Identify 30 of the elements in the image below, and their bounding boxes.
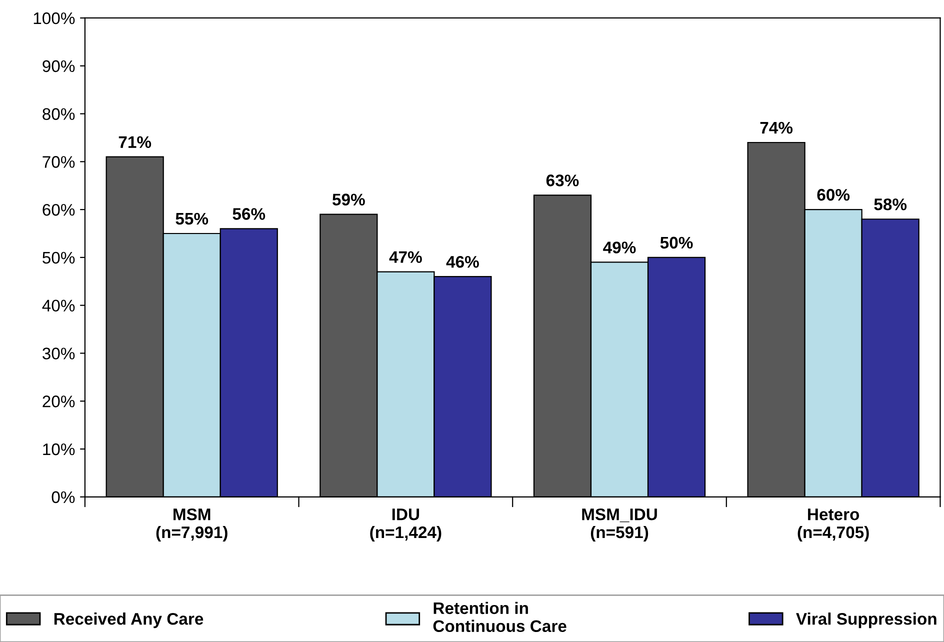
data-label: 74%	[760, 122, 793, 134]
y-tick-label: 50%	[42, 252, 75, 264]
y-tick-label: 100%	[34, 12, 75, 24]
data-label: 47%	[389, 251, 422, 263]
y-tick-label: 70%	[42, 156, 75, 168]
data-label: 58%	[874, 198, 907, 210]
x-tick-label: Hetero (n=4,705)	[798, 508, 869, 542]
legend-label: Retention in Continuous Care	[433, 602, 566, 632]
legend-label: Viral Suppression	[796, 612, 936, 628]
data-label: 46%	[446, 256, 479, 268]
data-label: 56%	[232, 208, 266, 220]
y-tick-label: 40%	[42, 300, 75, 312]
x-tick-label: MSM (n=7,991)	[156, 508, 228, 542]
x-tick-label: MSM_IDU (n=591)	[582, 508, 657, 542]
y-tick-label: 0%	[52, 491, 75, 504]
legend-label: Received Any Care	[54, 612, 204, 628]
y-tick-label: 90%	[42, 60, 75, 72]
data-label: 71%	[118, 136, 152, 148]
y-tick-label: 10%	[43, 443, 75, 456]
data-label: 55%	[176, 212, 208, 225]
y-tick-label: 80%	[42, 108, 75, 120]
y-tick-label: 20%	[42, 396, 75, 408]
data-label: 49%	[603, 242, 636, 254]
data-label: 59%	[332, 194, 365, 206]
data-label: 50%	[660, 236, 693, 249]
data-label: 60%	[817, 188, 850, 201]
y-tick-label: 60%	[42, 204, 75, 216]
x-tick-label: IDU (n=1,424)	[370, 508, 442, 542]
data-label: 63%	[546, 174, 579, 186]
y-tick-label: 30%	[42, 348, 75, 360]
